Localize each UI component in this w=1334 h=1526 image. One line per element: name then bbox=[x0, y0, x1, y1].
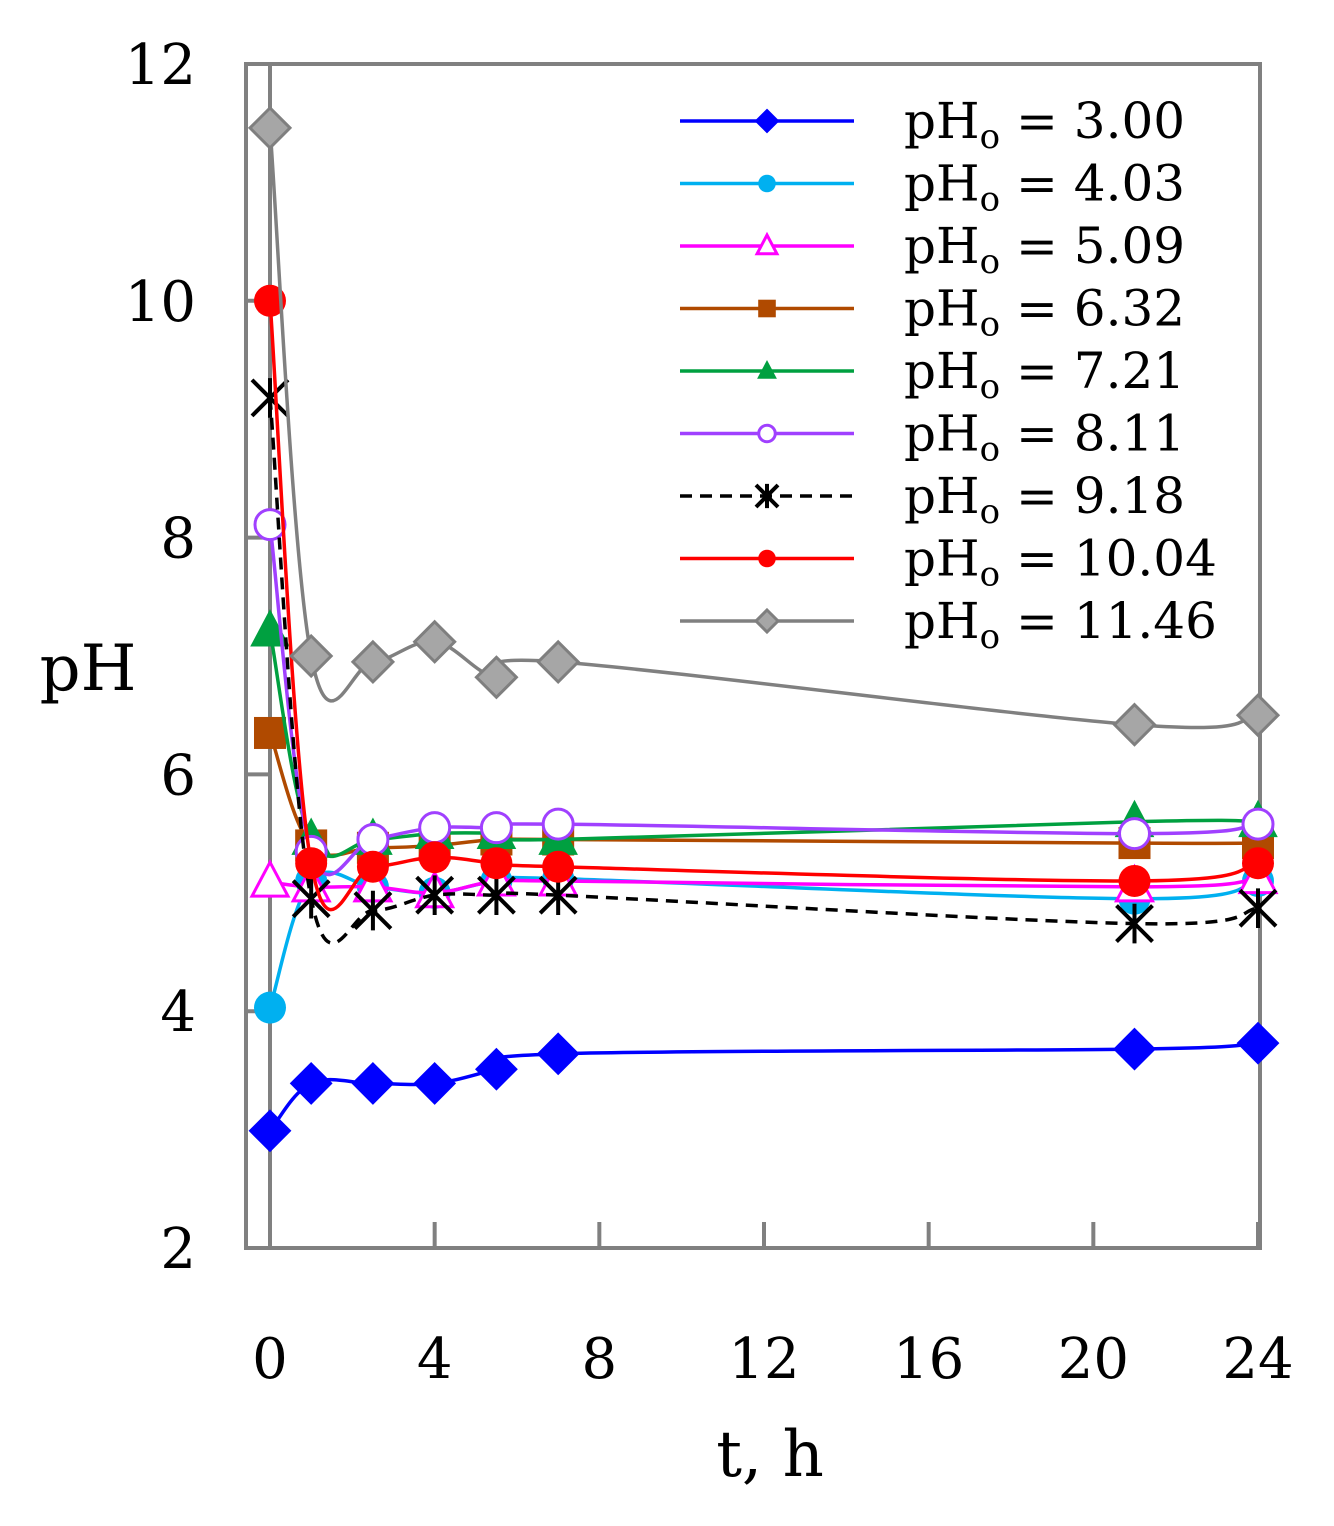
data-point bbox=[356, 850, 389, 883]
legend-entry: pHo = 11.46 bbox=[680, 592, 1217, 657]
series-line bbox=[268, 732, 1259, 857]
legend-marker bbox=[757, 360, 777, 379]
data-point bbox=[250, 378, 290, 418]
data-point bbox=[480, 847, 513, 880]
data-point bbox=[253, 508, 287, 542]
legend-marker bbox=[758, 549, 776, 568]
legend-entry: pHo = 8.11 bbox=[680, 405, 1185, 470]
data-point bbox=[1242, 847, 1274, 880]
legend-marker bbox=[754, 483, 780, 509]
data-point bbox=[350, 639, 396, 685]
x-tick-label: 20 bbox=[1058, 1327, 1129, 1392]
legend-label: pHo = 5.09 bbox=[904, 217, 1185, 282]
data-point bbox=[353, 890, 393, 931]
data-point bbox=[541, 807, 575, 841]
y-tick-label: 10 bbox=[125, 270, 196, 335]
legend-label: pHo = 10.04 bbox=[904, 530, 1217, 595]
legend-entry: pHo = 5.09 bbox=[680, 217, 1185, 282]
x-tick-label: 12 bbox=[728, 1327, 799, 1392]
data-point bbox=[542, 850, 575, 883]
x-tick-label: 4 bbox=[417, 1327, 453, 1392]
data-point bbox=[254, 284, 286, 317]
series-8 bbox=[247, 105, 1281, 747]
legend-entry: pHo = 3.00 bbox=[680, 92, 1185, 157]
legend-entry: pHo = 4.03 bbox=[680, 155, 1185, 220]
x-tick-label: 8 bbox=[582, 1327, 618, 1392]
series-line bbox=[268, 397, 1259, 945]
data-point bbox=[289, 1062, 333, 1105]
series-0 bbox=[248, 1021, 1280, 1153]
data-point bbox=[1238, 888, 1278, 928]
data-point bbox=[536, 639, 581, 685]
legend-entry: pHo = 7.21 bbox=[680, 342, 1185, 407]
data-point bbox=[479, 811, 513, 845]
y-tick-label: 12 bbox=[125, 33, 196, 98]
data-point bbox=[254, 991, 286, 1024]
y-tick-label: 2 bbox=[160, 1217, 196, 1282]
data-point bbox=[289, 633, 334, 679]
legend-label: pHo = 9.18 bbox=[904, 467, 1185, 532]
data-point bbox=[1241, 807, 1275, 841]
series-6 bbox=[250, 378, 1278, 945]
plot-frame bbox=[244, 62, 1262, 1250]
data-point bbox=[475, 1047, 518, 1091]
y-tick-label: 4 bbox=[160, 980, 196, 1045]
data-point bbox=[418, 811, 452, 845]
data-point bbox=[477, 875, 516, 915]
x-axis-title: t, h bbox=[716, 1418, 824, 1492]
data-point bbox=[418, 841, 451, 874]
legend-label: pHo = 6.32 bbox=[904, 280, 1185, 345]
data-point bbox=[536, 1032, 580, 1076]
legend-entry: pHo = 10.04 bbox=[680, 530, 1217, 595]
data-point bbox=[248, 1109, 292, 1153]
legend-marker bbox=[754, 108, 780, 134]
legend-label: pHo = 7.21 bbox=[904, 342, 1185, 407]
y-tick-label: 8 bbox=[160, 507, 196, 572]
data-point bbox=[356, 823, 390, 857]
legend-marker bbox=[758, 174, 776, 193]
x-tick-label: 0 bbox=[252, 1327, 288, 1392]
data-point bbox=[351, 1062, 395, 1105]
data-point bbox=[1236, 1021, 1280, 1065]
data-point bbox=[1118, 864, 1151, 897]
data-point bbox=[1235, 693, 1281, 738]
legend-label: pHo = 3.00 bbox=[904, 92, 1185, 157]
y-axis-title: pH bbox=[40, 632, 137, 706]
x-tick-label: 24 bbox=[1222, 1327, 1293, 1392]
legend-marker bbox=[757, 423, 777, 444]
data-point bbox=[412, 619, 457, 664]
x-tick-label: 16 bbox=[893, 1327, 964, 1392]
data-point bbox=[1113, 1027, 1156, 1071]
legend-marker bbox=[758, 299, 776, 318]
data-point bbox=[291, 878, 331, 919]
data-point bbox=[247, 105, 293, 151]
legend-label: pHo = 11.46 bbox=[904, 592, 1217, 657]
data-point bbox=[413, 1062, 457, 1105]
data-point bbox=[295, 847, 328, 880]
series-7 bbox=[254, 284, 1274, 912]
data-point bbox=[1118, 817, 1151, 851]
data-point bbox=[254, 716, 286, 749]
legend-entry: pHo = 6.32 bbox=[680, 280, 1185, 345]
legend-entry: pHo = 9.18 bbox=[680, 467, 1185, 532]
data-point bbox=[1115, 903, 1154, 944]
data-point bbox=[1112, 702, 1157, 747]
series-layer bbox=[247, 105, 1281, 1153]
data-point bbox=[474, 655, 519, 700]
legend-marker bbox=[753, 607, 781, 635]
data-point bbox=[415, 875, 455, 915]
data-point bbox=[249, 858, 291, 898]
legend-label: pHo = 4.03 bbox=[904, 155, 1185, 220]
y-tick-label: 6 bbox=[160, 743, 196, 808]
legend-label: pHo = 8.11 bbox=[904, 405, 1185, 470]
series-line bbox=[268, 630, 1259, 859]
legend-marker bbox=[754, 231, 780, 256]
